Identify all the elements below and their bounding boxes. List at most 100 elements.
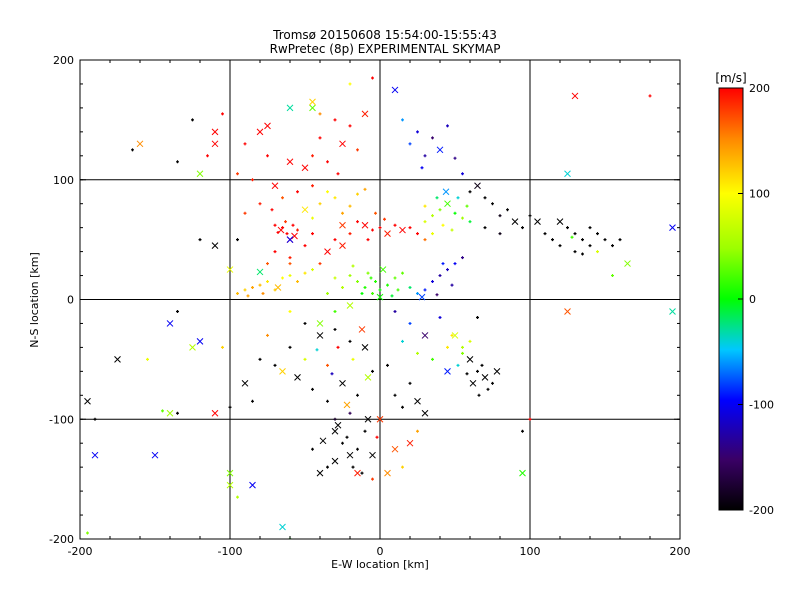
plus-marker <box>176 309 179 313</box>
data-points <box>84 76 676 539</box>
plus-marker <box>366 271 370 275</box>
cross-marker <box>361 344 369 351</box>
plus-marker <box>521 429 524 433</box>
plus-marker <box>311 154 314 158</box>
cross-marker <box>309 98 316 106</box>
plus-marker <box>416 130 419 134</box>
cross-marker <box>166 320 174 327</box>
plus-marker <box>348 232 352 236</box>
cross-marker <box>249 481 256 489</box>
cross-marker <box>279 523 286 531</box>
plus-marker <box>453 156 457 160</box>
plus-marker <box>431 280 434 284</box>
cross-marker <box>519 469 526 477</box>
cross-marker <box>256 128 264 136</box>
plus-marker <box>603 238 607 242</box>
plus-marker <box>581 238 584 242</box>
cross-marker <box>444 367 451 375</box>
cross-marker <box>511 218 519 226</box>
plus-marker <box>483 226 487 230</box>
plus-marker <box>450 333 454 337</box>
plus-marker <box>318 262 322 266</box>
plus-marker <box>480 363 484 367</box>
cross-marker <box>624 260 631 267</box>
plus-marker <box>251 286 254 290</box>
y-tick-label: -100 <box>49 413 74 426</box>
plus-marker <box>423 288 427 292</box>
plus-marker <box>251 178 254 182</box>
cross-marker <box>436 146 444 154</box>
plus-marker <box>326 160 329 164</box>
cross-marker <box>189 344 196 351</box>
colorbar-tick-label: -200 <box>749 504 774 517</box>
plus-marker <box>206 154 209 158</box>
cross-marker <box>414 397 421 405</box>
cross-marker <box>466 356 474 363</box>
plus-marker <box>423 220 427 224</box>
cross-marker <box>564 170 571 178</box>
plus-marker <box>315 348 319 352</box>
plus-marker <box>431 214 434 218</box>
plus-marker <box>416 351 419 355</box>
plus-marker <box>393 223 397 227</box>
plus-marker <box>596 250 599 254</box>
cross-marker <box>286 236 294 243</box>
plus-marker <box>446 345 449 349</box>
plus-marker <box>468 190 472 194</box>
plus-marker <box>435 293 439 297</box>
cross-marker <box>274 284 282 291</box>
plus-marker <box>588 244 592 248</box>
plus-marker <box>528 214 532 218</box>
plus-marker <box>477 393 481 397</box>
cross-marker <box>384 230 391 237</box>
plus-marker <box>311 268 314 272</box>
cross-marker <box>151 451 159 459</box>
plus-marker <box>266 280 269 284</box>
plus-marker <box>528 417 532 421</box>
plus-marker <box>333 309 337 313</box>
plus-marker <box>311 184 314 188</box>
grid-lines <box>80 60 680 539</box>
plus-marker <box>393 276 397 280</box>
plus-marker <box>341 211 344 215</box>
cross-marker <box>421 332 429 339</box>
plus-marker <box>333 196 337 200</box>
plus-marker <box>491 381 494 385</box>
plus-marker <box>326 363 329 367</box>
cross-marker <box>339 221 346 229</box>
plus-marker <box>330 372 334 376</box>
plus-marker <box>486 387 490 391</box>
plus-marker <box>285 232 289 236</box>
plus-marker <box>360 471 364 475</box>
plus-marker <box>303 321 307 325</box>
plus-marker <box>570 235 574 239</box>
plus-marker <box>198 238 202 242</box>
plus-marker <box>176 160 179 164</box>
plus-marker <box>243 142 247 146</box>
plus-marker <box>266 262 269 266</box>
cross-marker <box>364 373 372 381</box>
plus-marker <box>431 232 434 236</box>
plus-marker <box>453 262 457 266</box>
cross-marker <box>196 170 204 178</box>
cross-marker <box>316 320 324 327</box>
cross-marker <box>469 379 477 387</box>
plus-marker <box>326 465 329 469</box>
plus-marker <box>461 256 464 260</box>
plus-marker <box>284 220 287 224</box>
plus-marker <box>363 429 367 433</box>
plus-marker <box>456 196 460 200</box>
plus-marker <box>228 405 232 409</box>
plus-marker <box>333 417 337 421</box>
plus-marker <box>246 294 250 298</box>
plus-marker <box>441 223 445 227</box>
cross-marker <box>421 409 429 417</box>
cross-marker <box>556 218 564 226</box>
plus-marker <box>401 271 404 275</box>
plus-marker <box>86 531 89 535</box>
plus-marker <box>386 363 389 367</box>
plus-marker <box>393 309 397 313</box>
cross-marker <box>358 326 366 333</box>
cross-marker <box>343 401 351 409</box>
plus-marker <box>390 294 394 298</box>
